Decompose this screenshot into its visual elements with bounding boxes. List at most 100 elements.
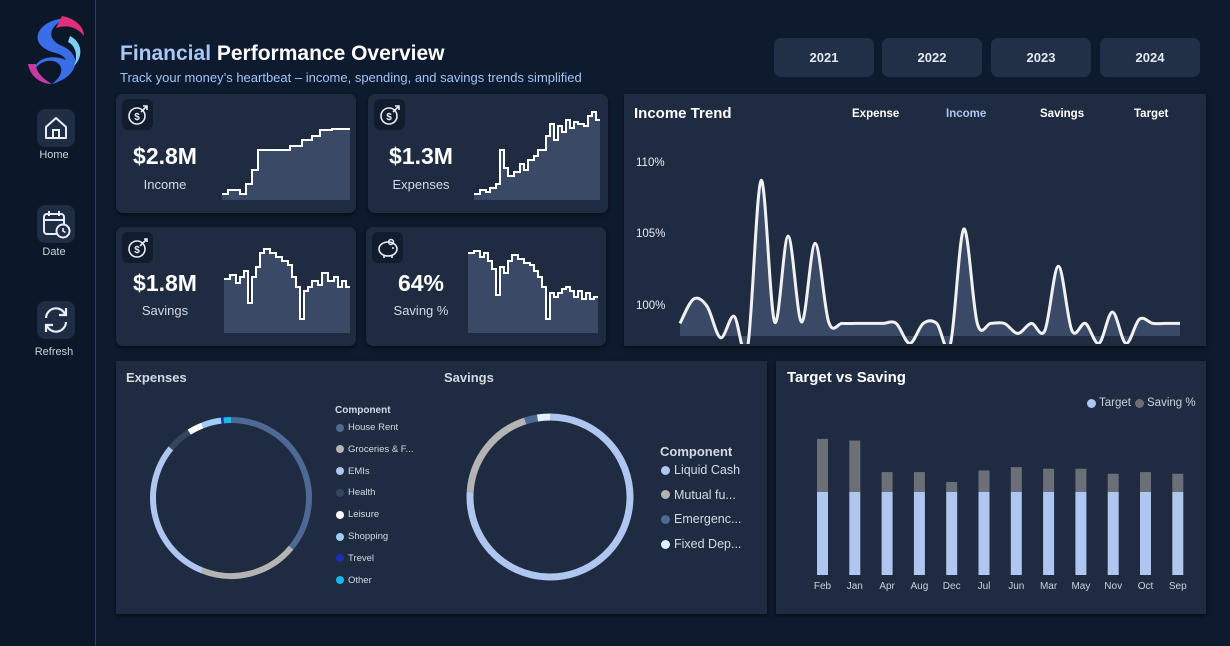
x-tick-label: Apr (879, 581, 895, 592)
expenses-donut-title: Expenses (126, 370, 187, 385)
x-tick-label: Mar (1040, 581, 1058, 592)
nav-label-home: Home (39, 149, 69, 161)
dollar-target-icon: $ (122, 232, 153, 263)
svg-text:$: $ (386, 112, 392, 123)
savings-legend-item[interactable]: Mutual fu... (661, 488, 736, 502)
legend-label: Leisure (348, 509, 380, 521)
bar-saving-may[interactable] (1075, 468, 1087, 492)
legend-dot (661, 514, 670, 524)
x-tick-label: Jun (1008, 581, 1024, 592)
legend-target[interactable]: Target (1134, 108, 1169, 120)
legend-dot (336, 423, 344, 432)
expenses-legend-item[interactable]: House Rent (336, 422, 398, 433)
bar-saving-oct[interactable] (1140, 472, 1151, 492)
legend-target-series[interactable]: Target (1087, 397, 1131, 409)
bar-target-nov[interactable] (1107, 492, 1119, 575)
legend-target-label: Target (1099, 397, 1131, 409)
calendar-clock-icon (43, 211, 71, 239)
savings-legend-item[interactable]: Liquid Cash (661, 463, 740, 477)
donut-slice-liquid-cash[interactable] (466, 413, 634, 581)
page-title-accent: Financial (120, 42, 212, 65)
bar-saving-jan[interactable] (849, 440, 861, 492)
bar-target-apr[interactable] (881, 492, 893, 575)
legend-saving-series[interactable]: Saving % (1135, 397, 1196, 409)
legend-label: EMIs (348, 465, 370, 477)
x-tick-label: Feb (814, 581, 832, 592)
bar-target-may[interactable] (1075, 492, 1087, 575)
page-subtitle: Track your money’s heartbeat – income, s… (120, 70, 582, 85)
kpi-card-savings: $ $1.8M Savings (116, 227, 356, 346)
y-tick-105: 105% (636, 228, 666, 240)
income-trend-panel: Income Trend Expense Income Savings Targ… (624, 94, 1206, 346)
legend-label: Liquid Cash (674, 463, 741, 477)
bar-saving-feb[interactable] (817, 438, 828, 492)
bar-saving-apr[interactable] (881, 472, 893, 492)
bar-saving-sep[interactable] (1172, 473, 1184, 492)
legend-dot (661, 490, 670, 500)
year-button-2021[interactable]: 2021 (774, 38, 874, 77)
expenses-legend-title: Component (335, 405, 391, 416)
income-trend-chart (678, 178, 1180, 344)
bar-target-oct[interactable] (1140, 492, 1151, 575)
bar-saving-aug[interactable] (913, 472, 925, 492)
target-vs-saving-chart: Feb Jan Apr Aug Dec Jul Jun Mar May Nov Oct Sep (814, 438, 1187, 592)
legend-income[interactable]: Income (946, 108, 987, 120)
bar-saving-dec[interactable] (946, 482, 958, 492)
donut-slice-emis[interactable] (150, 446, 204, 574)
x-tick-label: May (1071, 581, 1090, 592)
donut-slice-fixed-dep[interactable] (536, 413, 551, 422)
bar-target-jan[interactable] (849, 492, 861, 575)
bar-saving-jun[interactable] (1010, 467, 1022, 492)
legend-label: Groceries & F... (348, 443, 414, 455)
bar-target-jun[interactable] (1010, 492, 1022, 575)
donut-slice-emergenc[interactable] (524, 414, 539, 425)
bar-target-aug[interactable] (913, 492, 925, 575)
dollar-arrow-icon: $ (122, 99, 153, 130)
refresh-button[interactable] (37, 301, 75, 339)
component-panel: Expenses Savings Component House Rent Gro… (116, 361, 767, 614)
legend-savings[interactable]: Savings (1040, 108, 1085, 120)
legend-expense[interactable]: Expense (852, 108, 900, 120)
bar-target-sep[interactable] (1172, 492, 1184, 575)
donut-slice-groceries-f[interactable] (201, 545, 294, 579)
expenses-legend-item[interactable]: Leisure (336, 509, 379, 520)
donut-slice-house-rent[interactable] (230, 417, 312, 550)
logo (28, 16, 84, 84)
donut-slice-shopping[interactable] (201, 417, 222, 429)
bar-target-jul[interactable] (978, 492, 990, 575)
legend-label: Fixed Dep... (674, 537, 742, 552)
home-button[interactable] (37, 109, 75, 147)
savings-legend-item[interactable]: Fixed Dep... (661, 537, 741, 551)
bar-saving-jul[interactable] (978, 470, 990, 492)
expenses-legend-item[interactable]: Other (336, 575, 372, 586)
expenses-legend-item[interactable]: Health (336, 487, 375, 498)
x-tick-label: Aug (911, 581, 929, 592)
saving-pct-sparkline (468, 250, 598, 333)
savings-legend-item[interactable]: Emergenc... (661, 512, 741, 526)
legend-label: Trevel (348, 552, 375, 564)
svg-text:$: $ (134, 112, 140, 123)
bar-saving-mar[interactable] (1043, 468, 1055, 492)
savings-sparkline (224, 248, 350, 333)
income-trend-title: Income Trend (634, 105, 732, 122)
expenses-donut-chart (150, 417, 312, 579)
expenses-legend-item[interactable]: Shopping (336, 531, 388, 542)
bar-target-dec[interactable] (946, 492, 958, 575)
expenses-legend-item[interactable]: Groceries & F... (336, 444, 413, 455)
kpi-card-income: $ $2.8M Income (116, 94, 356, 213)
expenses-legend-item[interactable]: Trevel (336, 553, 374, 564)
bar-saving-nov[interactable] (1107, 473, 1119, 492)
bar-target-mar[interactable] (1043, 492, 1055, 575)
year-button-2022[interactable]: 2022 (882, 38, 982, 77)
legend-dot-target (1087, 398, 1096, 408)
donut-slice-leisure[interactable] (187, 422, 204, 435)
expenses-legend-item[interactable]: EMIs (336, 466, 370, 477)
kpi-saving-pct-label: Saving % (393, 303, 449, 318)
year-button-2024[interactable]: 2024 (1100, 38, 1200, 77)
donut-slice-health[interactable] (168, 429, 191, 451)
donut-slice-mutual-fu[interactable] (466, 417, 527, 493)
bar-target-feb[interactable] (817, 492, 828, 575)
year-button-2023[interactable]: 2023 (991, 38, 1091, 77)
date-button[interactable] (37, 205, 75, 243)
page-title: Financial Performance Overview (120, 42, 445, 66)
